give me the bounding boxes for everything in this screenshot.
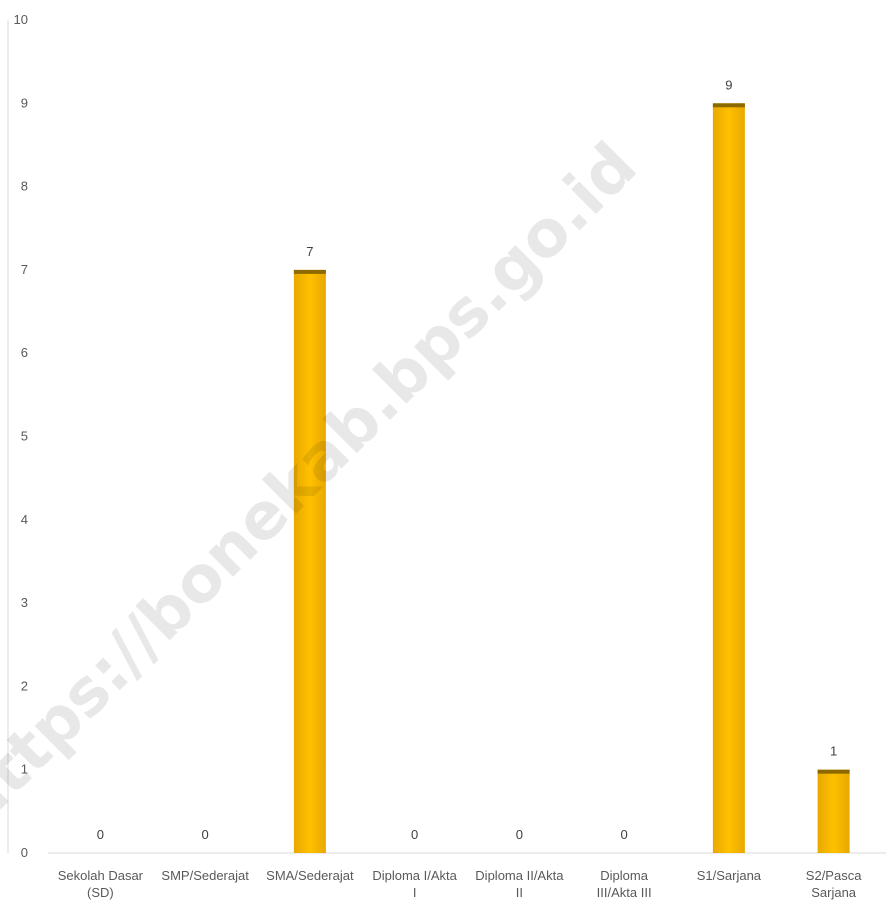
y-tick-label: 10 — [14, 12, 28, 27]
category-label: SMP/Sederajat — [161, 868, 249, 883]
y-tick-label: 8 — [21, 179, 28, 194]
category-label: Sarjana — [811, 885, 857, 900]
y-tick-label: 1 — [21, 762, 28, 777]
data-label: 0 — [621, 827, 628, 842]
bar-top-edge — [817, 769, 850, 774]
category-label: Sekolah Dasar — [58, 868, 144, 883]
y-tick-label: 4 — [21, 512, 28, 527]
category-label: S1/Sarjana — [697, 868, 762, 883]
y-tick-label: 6 — [21, 345, 28, 360]
category-label: Diploma II/Akta — [475, 868, 564, 883]
y-tick-label: 3 — [21, 595, 28, 610]
data-label: 0 — [411, 827, 418, 842]
y-tick-label: 7 — [21, 262, 28, 277]
data-label: 7 — [306, 244, 313, 259]
data-label: 0 — [516, 827, 523, 842]
data-labels: 0 0 7 0 0 0 9 1 — [97, 77, 837, 842]
category-label: Diploma I/Akta — [372, 868, 457, 883]
y-tick-label: 5 — [21, 429, 28, 444]
category-label: I — [413, 885, 417, 900]
y-axis-ticks: 0 1 2 3 4 5 6 7 8 9 10 — [14, 12, 28, 860]
bar — [293, 269, 326, 853]
category-label: S2/Pasca — [806, 868, 862, 883]
y-tick-label: 0 — [21, 845, 28, 860]
bar — [817, 769, 850, 853]
data-label: 0 — [202, 827, 209, 842]
category-label: (SD) — [87, 885, 114, 900]
data-label: 9 — [725, 77, 732, 92]
data-label: 1 — [830, 744, 837, 759]
category-label: Diploma — [600, 868, 648, 883]
bar-top-edge — [293, 269, 326, 274]
y-tick-label: 2 — [21, 678, 28, 693]
data-label: 0 — [97, 827, 104, 842]
bars — [293, 103, 850, 854]
bar — [712, 103, 745, 854]
y-tick-label: 9 — [21, 95, 28, 110]
category-label: SMA/Sederajat — [266, 868, 354, 883]
category-labels: Sekolah Dasar (SD) SMP/Sederajat SMA/Sedera… — [58, 868, 862, 900]
category-label: III/Akta III — [597, 885, 652, 900]
bar-top-edge — [712, 103, 745, 108]
category-label: II — [516, 885, 523, 900]
